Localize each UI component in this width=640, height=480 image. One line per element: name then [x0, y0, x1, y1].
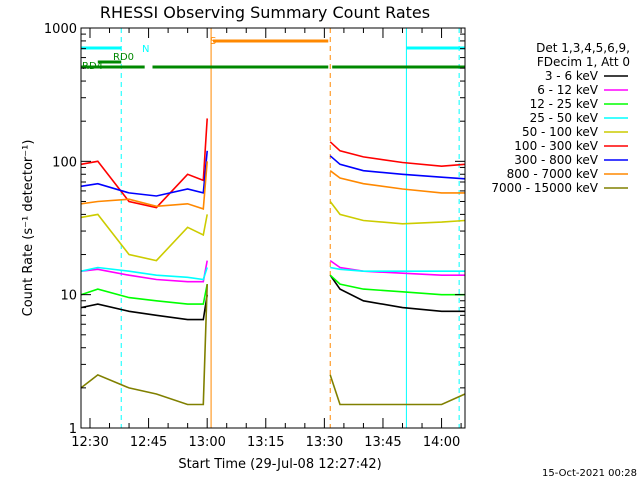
status-bars: N RD0 RD4 S — [81, 36, 465, 72]
status-bar-label-rd4: RD4 — [82, 61, 103, 72]
chart-title: RHESSI Observing Summary Count Rates — [100, 3, 430, 22]
legend-entry-label: 25 - 50 keV — [530, 111, 599, 125]
legend: Det 1,3,4,5,6,9, FDecim 1, Att 0 3 - 6 k… — [491, 41, 630, 195]
y-tick-label: 100 — [52, 155, 77, 170]
x-axis: 12:30 12:45 13:00 13:15 13:30 13:45 14:00 — [71, 28, 462, 450]
legend-header-line-1: Det 1,3,4,5,6,9, — [536, 41, 630, 55]
y-axis-label: Count Rate (s⁻¹ detector⁻¹) — [21, 140, 36, 317]
series-line-7 — [80, 161, 465, 210]
x-tick-label: 13:15 — [247, 435, 284, 450]
y-axis: 1 10 100 1000 — [44, 22, 465, 437]
legend-entry-label: 800 - 7000 keV — [507, 167, 599, 181]
y-tick-label: 1000 — [44, 22, 77, 37]
x-tick-label: 12:30 — [71, 435, 108, 450]
legend-entry-label: 12 - 25 keV — [530, 97, 599, 111]
y-tick-label: 1 — [69, 422, 77, 437]
status-bar-label-n: N — [142, 44, 149, 55]
vertical-markers — [120, 28, 460, 428]
x-axis-label: Start Time (29-Jul-08 12:27:42) — [178, 457, 381, 472]
series-line-0 — [80, 274, 465, 321]
footer-timestamp: 15-Oct-2021 00:28 — [542, 468, 637, 479]
x-tick-label: 13:30 — [306, 435, 343, 450]
series-line-3 — [80, 266, 465, 281]
series-line-8 — [80, 284, 466, 406]
legend-entry-label: 3 - 6 keV — [545, 69, 599, 83]
legend-entry-label: 6 - 12 keV — [537, 83, 599, 97]
x-tick-label: 14:00 — [423, 435, 460, 450]
status-bar-label-rd0: RD0 — [113, 52, 134, 63]
legend-header-line-2: FDecim 1, Att 0 — [537, 55, 630, 69]
x-tick-label: 13:45 — [364, 435, 401, 450]
series-line-2 — [80, 274, 465, 305]
series-line-4 — [80, 201, 466, 262]
series-lines — [80, 118, 466, 406]
legend-entry-label: 50 - 100 keV — [522, 125, 599, 139]
series-line-5 — [80, 118, 466, 209]
x-tick-label: 13:00 — [188, 435, 225, 450]
legend-entry-label: 100 - 300 keV — [514, 139, 598, 153]
x-tick-label: 12:45 — [130, 435, 167, 450]
plot-frame — [80, 27, 466, 429]
legend-entry-label: 300 - 800 keV — [514, 153, 598, 167]
y-tick-label: 10 — [60, 289, 77, 304]
series-line-1 — [80, 259, 465, 283]
series-line-6 — [80, 150, 466, 197]
status-bar-label-s: S — [210, 36, 216, 47]
legend-entry-label: 7000 - 15000 keV — [491, 181, 598, 195]
